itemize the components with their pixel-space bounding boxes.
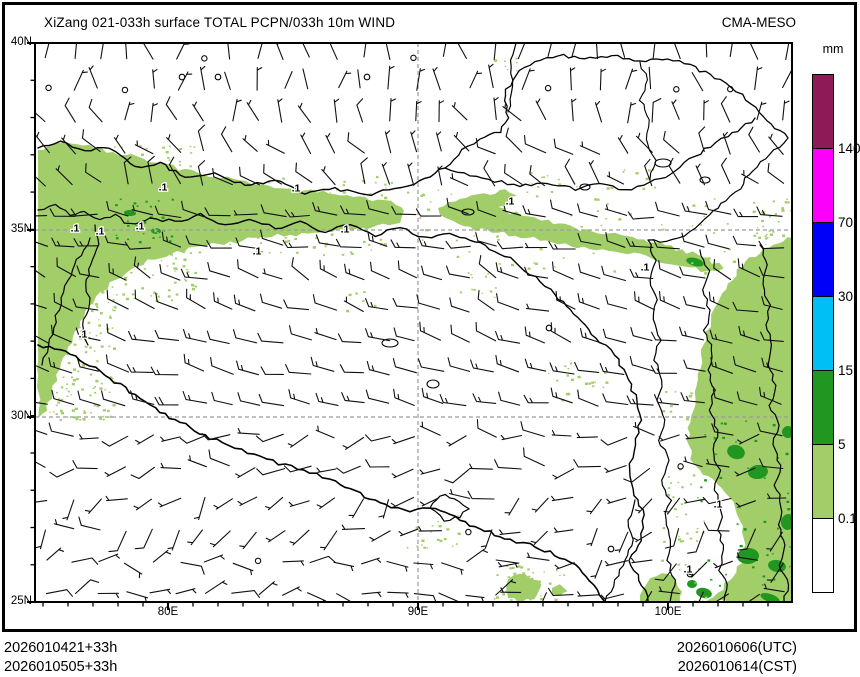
contour-label: .1 [79, 329, 88, 341]
contour-label: .1 [684, 564, 693, 576]
contour-label: .1 [641, 262, 650, 274]
contour-label: .1 [253, 246, 262, 258]
plot-title: XiZang 021-033h surface TOTAL PCPN/033h … [44, 15, 396, 30]
lon-tick-label: 100E [654, 606, 682, 618]
colorbar-tick-label: 5 [838, 437, 846, 452]
colorbar-tick-label: 70 [838, 215, 854, 230]
valid-time-cst: 2026010614(CST) [677, 659, 797, 675]
valid-time-block: 2026010606(UTC) 2026010614(CST) [677, 639, 797, 677]
colorbar-segment [812, 518, 834, 593]
contour-label: .1 [292, 183, 301, 195]
figure-border [2, 2, 857, 632]
lat-tick-label: 25N [10, 595, 32, 607]
colorbar-segment [812, 296, 834, 371]
colorbar-segment [812, 222, 834, 297]
contour-label: .1 [714, 499, 723, 511]
colorbar-tick-label: 0.1 [838, 511, 857, 526]
contour-label: .1 [159, 182, 168, 194]
init-time-utc: 2026010421+33h [4, 640, 118, 656]
contour-label: .1 [96, 226, 105, 238]
model-name-label: CMA-MESO [721, 15, 796, 30]
colorbar-unit-label: mm [822, 42, 844, 56]
colorbar-tick-label: 140 [838, 141, 860, 156]
lat-tick-label: 30N [10, 410, 32, 422]
contour-label: .1 [71, 223, 80, 235]
lon-tick-label: 90E [407, 606, 429, 618]
lon-tick-label: 80E [157, 606, 179, 618]
init-time-cst: 2026010505+33h [4, 659, 118, 675]
init-time-block: 2026010421+33h 2026010505+33h [4, 639, 117, 677]
lat-tick-label: 35N [10, 223, 32, 235]
colorbar-segment [812, 148, 834, 223]
colorbar-segment [812, 370, 834, 445]
colorbar [812, 74, 834, 593]
contour-label: .1 [506, 196, 515, 208]
colorbar-tick-label: 30 [838, 289, 854, 304]
contour-label: .1 [136, 221, 145, 233]
colorbar-tick-label: 15 [838, 363, 854, 378]
colorbar-segment [812, 444, 834, 519]
colorbar-segment [812, 74, 834, 149]
lat-tick-label: 40N [10, 36, 32, 48]
contour-label: .1 [341, 224, 350, 236]
valid-time-utc: 2026010606(UTC) [676, 640, 797, 656]
